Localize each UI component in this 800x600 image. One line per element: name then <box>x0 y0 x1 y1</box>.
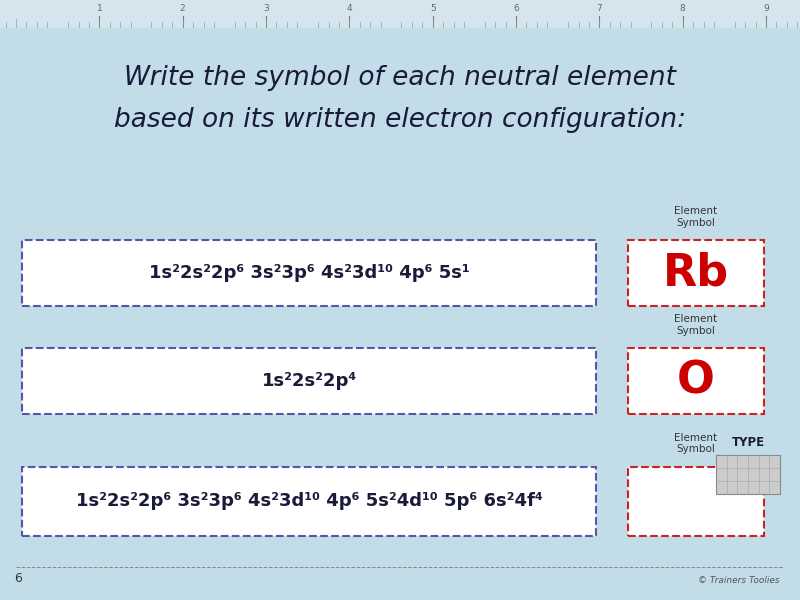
Bar <box>22 240 596 306</box>
Text: Element
Symbol: Element Symbol <box>674 314 718 336</box>
Text: 1s²2s²2p⁶ 3s²3p⁶ 4s²3d¹⁰ 4p⁶ 5s²4d¹⁰ 5p⁶ 6s²4f⁴: 1s²2s²2p⁶ 3s²3p⁶ 4s²3d¹⁰ 4p⁶ 5s²4d¹⁰ 5p⁶… <box>76 492 542 510</box>
Text: 2: 2 <box>180 4 186 13</box>
Text: 1s²2s²2p⁶ 3s²3p⁶ 4s²3d¹⁰ 4p⁶ 5s¹: 1s²2s²2p⁶ 3s²3p⁶ 4s²3d¹⁰ 4p⁶ 5s¹ <box>149 264 470 282</box>
Text: © Trainers Toolies: © Trainers Toolies <box>698 576 780 585</box>
Text: TYPE: TYPE <box>731 436 765 449</box>
Bar <box>628 348 764 414</box>
Text: 5: 5 <box>430 4 435 13</box>
Text: O: O <box>677 359 715 403</box>
Bar <box>22 467 596 535</box>
Text: 9: 9 <box>763 4 769 13</box>
Text: 6: 6 <box>513 4 519 13</box>
Text: Element
Symbol: Element Symbol <box>674 433 718 455</box>
Text: 3: 3 <box>263 4 269 13</box>
Text: Rb: Rb <box>663 251 729 295</box>
Bar <box>716 455 780 493</box>
Text: 7: 7 <box>597 4 602 13</box>
Bar <box>628 467 764 535</box>
Text: Write the symbol of each neutral element: Write the symbol of each neutral element <box>124 65 676 91</box>
Bar <box>22 348 596 414</box>
Text: 1s²2s²2p⁴: 1s²2s²2p⁴ <box>262 372 357 390</box>
Text: 6: 6 <box>14 572 22 586</box>
Bar <box>0 0 800 28</box>
Text: Element
Symbol: Element Symbol <box>674 206 718 228</box>
Text: based on its written electron configuration:: based on its written electron configurat… <box>114 107 686 133</box>
Text: 8: 8 <box>680 4 686 13</box>
Text: 1: 1 <box>97 4 102 13</box>
Text: 4: 4 <box>346 4 352 13</box>
Bar <box>628 240 764 306</box>
